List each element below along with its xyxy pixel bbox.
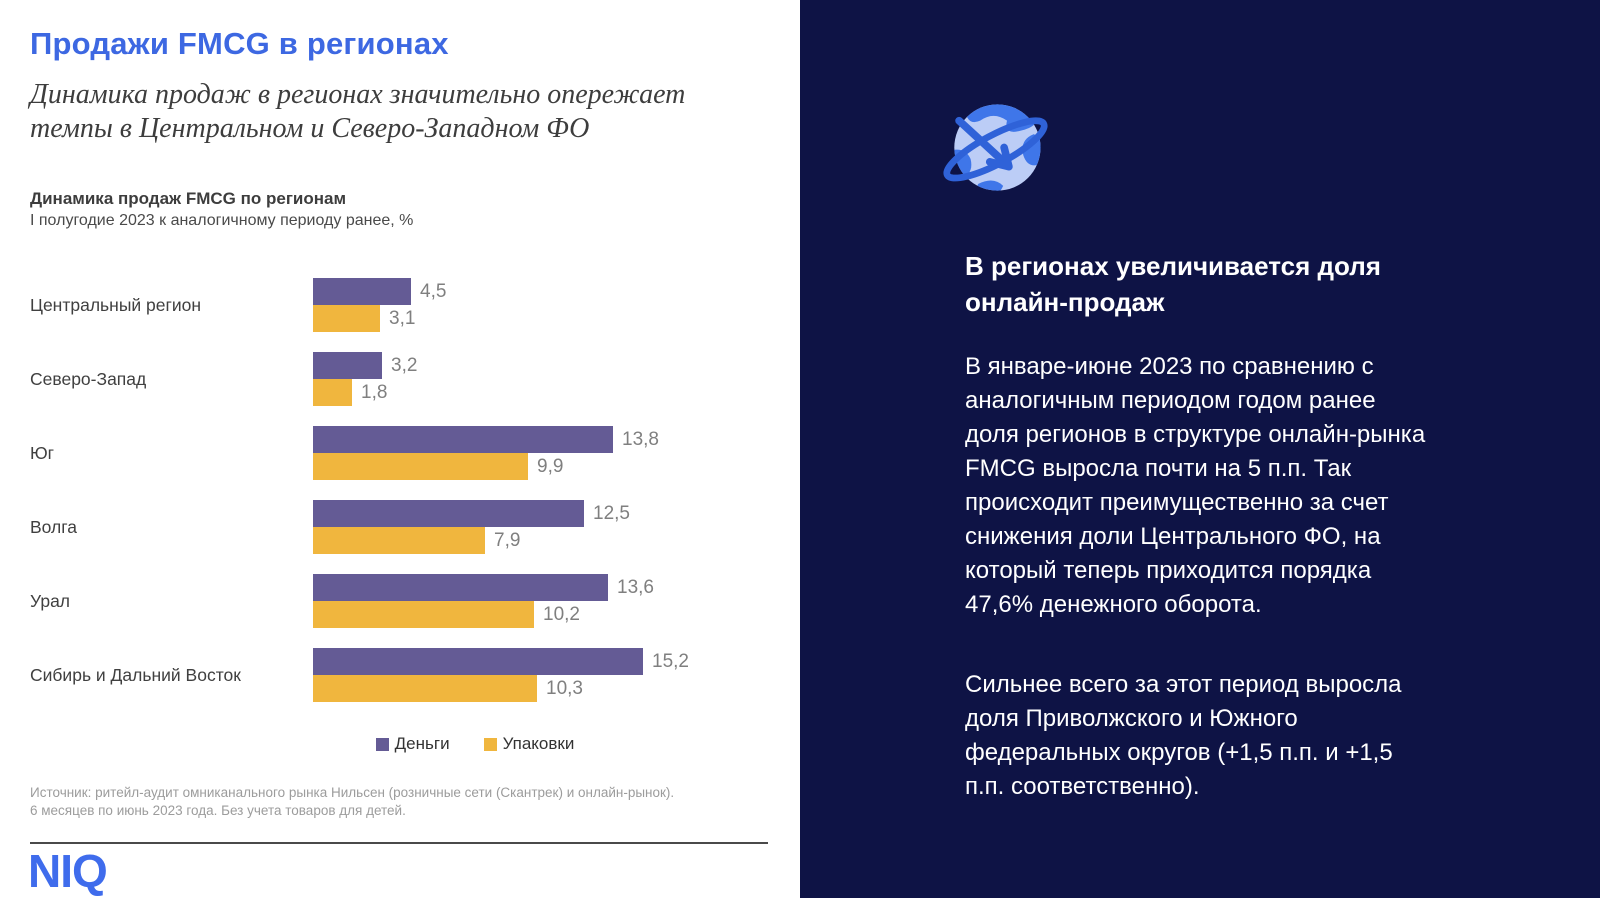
chart-row: Урал 13,6 10,2 (30, 574, 780, 628)
source-note: Источник: ритейл-аудит омниканального ры… (30, 785, 675, 818)
legend-item: Деньги (375, 734, 450, 754)
category-label: Центральный регион (30, 294, 202, 315)
bar-packs (313, 601, 534, 628)
bar-line: 13,8 (313, 426, 780, 453)
bar-group: 12,5 7,9 (313, 500, 780, 554)
bar-group: 15,2 10,3 (313, 648, 780, 702)
legend-item: Упаковки (483, 734, 575, 754)
bar-group: 4,5 3,1 (313, 278, 780, 332)
category-label: Волга (30, 516, 77, 537)
bar-line: 15,2 (313, 648, 780, 675)
bar-money (313, 648, 643, 675)
bar-packs (313, 675, 537, 702)
panel-heading: В регионах увеличивается доля онлайн-про… (965, 251, 1381, 317)
chart-row: Волга 12,5 7,9 (30, 500, 780, 554)
chart-rows: Центральный регион 4,5 3,1 Северо-Запад 3,2 1… (30, 278, 780, 722)
legend-swatch (483, 737, 497, 751)
bar-group: 3,2 1,8 (313, 352, 780, 406)
bar-line: 10,3 (313, 675, 780, 702)
bar-line: 3,2 (313, 352, 780, 379)
left-panel: Продажи FMCG в регионах Динамика продаж … (28, 26, 780, 897)
bar-value-label: 10,3 (546, 677, 583, 699)
bar-value-label: 9,9 (537, 455, 564, 477)
category-label: Сибирь и Дальний Восток (30, 664, 241, 685)
bar-line: 12,5 (313, 500, 780, 527)
bar-line: 4,5 (313, 278, 780, 305)
bar-money (313, 426, 613, 453)
bar-packs (313, 305, 380, 332)
page-title: Продажи FMCG в регионах (30, 26, 449, 61)
bar-packs (313, 453, 528, 480)
legend-label: Деньги (394, 734, 450, 753)
bar-line: 3,1 (313, 305, 780, 332)
panel-paragraph-1: В январе-июне 2023 по сравнению с аналог… (965, 353, 1426, 618)
bar-line: 13,6 (313, 574, 780, 601)
legend-label: Упаковки (502, 734, 575, 753)
bar-money (313, 278, 411, 305)
bar-packs (313, 527, 485, 554)
bar-money (313, 500, 584, 527)
bar-value-label: 3,1 (389, 307, 416, 329)
bar-money (313, 352, 382, 379)
chart-row: Северо-Запад 3,2 1,8 (30, 352, 780, 406)
category-label: Юг (30, 442, 55, 463)
panel-paragraph-2: Сильнее всего за этот период выросла дол… (965, 671, 1402, 800)
chart-title: Динамика продаж FMCG по регионам (30, 189, 347, 208)
bar-value-label: 3,2 (391, 354, 418, 376)
bar-line: 10,2 (313, 601, 780, 628)
bar-value-label: 15,2 (652, 650, 689, 672)
bar-packs (313, 379, 352, 406)
category-label: Урал (30, 590, 71, 611)
footer-divider (30, 842, 768, 844)
legend-swatch (375, 737, 389, 751)
bar-value-label: 4,5 (420, 280, 447, 302)
right-panel: В регионах увеличивается доля онлайн-про… (800, 0, 1600, 898)
bar-value-label: 10,2 (543, 603, 580, 625)
chart-legend: Деньги Упаковки (30, 734, 770, 754)
bar-value-label: 7,9 (494, 529, 521, 551)
category-label: Северо-Запад (30, 368, 147, 389)
chart-row: Сибирь и Дальний Восток 15,2 10,3 (30, 648, 780, 702)
bar-line: 7,9 (313, 527, 780, 554)
bar-group: 13,8 9,9 (313, 426, 780, 480)
chart-subtitle: I полугодие 2023 к аналогичному периоду … (30, 212, 414, 229)
slide-subtitle: Динамика продаж в регионах значительно о… (30, 79, 686, 144)
bar-money (313, 574, 608, 601)
chart-row: Центральный регион 4,5 3,1 (30, 278, 780, 332)
bar-value-label: 13,8 (622, 428, 659, 450)
bar-value-label: 13,6 (617, 576, 654, 598)
chart-row: Юг 13,8 9,9 (30, 426, 780, 480)
bar-group: 13,6 10,2 (313, 574, 780, 628)
bar-line: 1,8 (313, 379, 780, 406)
niq-logo: NIQ (28, 845, 108, 897)
globe-orbit-arrow-icon (943, 104, 1048, 191)
bar-value-label: 12,5 (593, 502, 630, 524)
bar-line: 9,9 (313, 453, 780, 480)
bar-value-label: 1,8 (361, 381, 388, 403)
